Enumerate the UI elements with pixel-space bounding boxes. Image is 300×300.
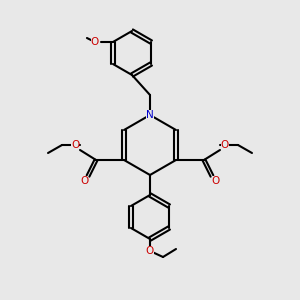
Text: O: O xyxy=(91,37,99,47)
Text: O: O xyxy=(80,176,88,186)
Text: O: O xyxy=(71,140,79,150)
Text: O: O xyxy=(146,246,154,256)
Text: O: O xyxy=(212,176,220,186)
Text: N: N xyxy=(146,110,154,120)
Text: O: O xyxy=(221,140,229,150)
